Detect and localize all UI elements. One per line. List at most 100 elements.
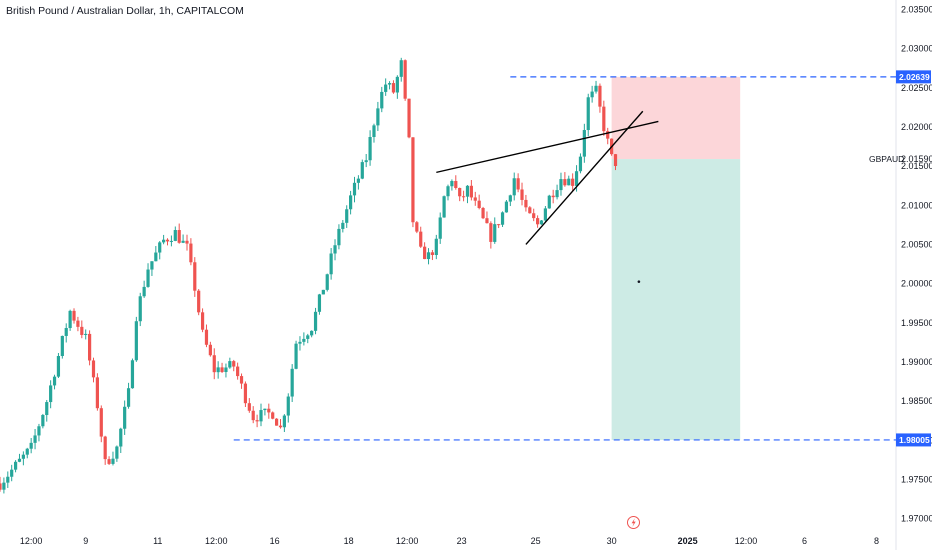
time-tick-label: 18 — [344, 536, 354, 546]
candle — [52, 376, 57, 386]
candle — [325, 274, 329, 290]
trend-lines — [436, 110, 659, 245]
candle — [216, 367, 220, 373]
candle — [72, 310, 76, 321]
candle — [286, 396, 290, 416]
candle — [138, 296, 142, 322]
candle — [341, 222, 345, 229]
candle — [200, 312, 205, 330]
price-tag-label: 2.02639 — [899, 72, 930, 82]
candle — [493, 224, 497, 242]
price-tag-label: 1.98005 — [899, 435, 930, 445]
candle — [395, 76, 399, 93]
time-tick-label: 11 — [153, 536, 162, 546]
candle — [465, 185, 470, 197]
time-tick-label: 16 — [270, 536, 280, 546]
time-tick-label: 12:00 — [205, 536, 228, 546]
candle — [274, 418, 279, 426]
candle — [111, 458, 115, 464]
candle — [212, 355, 216, 373]
candle — [25, 448, 29, 455]
candle — [559, 179, 563, 191]
time-tick-label: 12:00 — [396, 536, 419, 546]
lightning-icon[interactable] — [627, 516, 640, 529]
candle — [204, 329, 209, 345]
candle — [360, 162, 364, 179]
candle — [271, 412, 275, 419]
candle — [571, 178, 575, 186]
candle — [403, 60, 407, 99]
candle — [282, 415, 286, 428]
candle — [356, 178, 360, 183]
candle — [142, 286, 146, 297]
candle — [368, 137, 372, 161]
candle — [197, 290, 201, 313]
take-profit-zone — [611, 159, 741, 440]
candle — [430, 252, 435, 255]
candle — [247, 403, 251, 411]
price-tick-label: 2.00500 — [901, 239, 932, 249]
candle — [177, 230, 181, 243]
candle — [317, 294, 322, 312]
candle — [450, 180, 454, 187]
time-tick-label: 23 — [457, 536, 467, 546]
candle — [438, 217, 442, 239]
candle — [582, 130, 586, 157]
dashed-levels — [233, 76, 896, 441]
price-tick-label: 1.99000 — [901, 357, 932, 367]
candle — [423, 246, 427, 260]
candle — [80, 326, 84, 335]
candle — [37, 426, 41, 436]
candle — [0, 483, 2, 490]
candle — [442, 196, 446, 218]
candle — [310, 330, 314, 336]
trend-line — [436, 120, 659, 174]
candle — [528, 207, 532, 214]
candle — [426, 252, 431, 260]
candle — [567, 178, 571, 186]
candle — [84, 333, 88, 335]
candle — [45, 402, 49, 416]
price-tick-label: 2.03500 — [901, 4, 932, 14]
price-tick-label: 2.02000 — [901, 122, 932, 132]
candle — [49, 385, 53, 403]
candle — [516, 178, 520, 190]
candle — [364, 160, 368, 163]
chart-title: British Pound / Australian Dollar, 1h, C… — [6, 5, 244, 17]
candle — [391, 83, 396, 93]
current-price-label: 2.01590 — [901, 154, 932, 164]
candle — [236, 366, 240, 377]
price-tick-label: 2.01500 — [901, 161, 932, 171]
candle — [278, 425, 283, 428]
candle — [434, 238, 438, 255]
candle — [547, 195, 551, 209]
candle — [512, 178, 516, 196]
candle — [290, 368, 294, 397]
candle — [208, 344, 212, 356]
candle — [586, 97, 590, 131]
candle — [158, 242, 162, 253]
symbol-label: GBPAUD — [869, 154, 904, 164]
candle — [536, 218, 540, 225]
candle — [473, 197, 477, 201]
candle — [380, 91, 384, 109]
time-tick-label: 25 — [531, 536, 541, 546]
candle — [88, 333, 92, 361]
candle — [126, 388, 131, 407]
candle — [64, 328, 68, 336]
candle — [169, 240, 174, 242]
candles — [0, 57, 618, 494]
price-tag — [896, 433, 931, 447]
candle — [68, 310, 72, 329]
candle — [99, 408, 103, 437]
candle — [598, 85, 602, 107]
candle — [298, 341, 302, 344]
candle — [267, 408, 271, 413]
candle — [387, 83, 392, 85]
candle — [123, 406, 127, 429]
candle — [251, 410, 255, 421]
candle — [165, 239, 170, 242]
candle — [574, 171, 579, 186]
candle — [10, 469, 14, 477]
